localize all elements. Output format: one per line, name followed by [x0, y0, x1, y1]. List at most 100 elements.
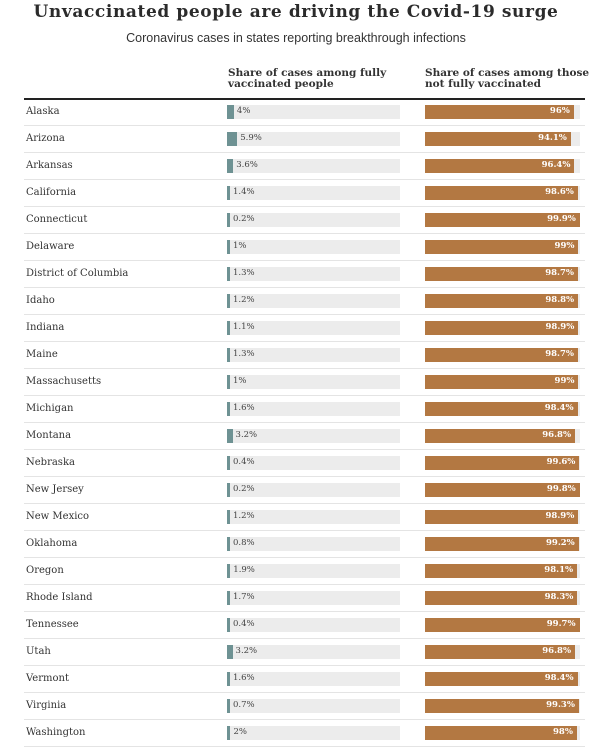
state-label: Delaware — [26, 241, 75, 252]
unvaccinated-bar — [425, 537, 579, 551]
vaccinated-bar — [227, 213, 230, 227]
table-row: Arizona 5.9% 94.1% — [24, 126, 585, 153]
vaccinated-track: 1.9% — [227, 564, 400, 578]
unvaccinated-bar — [425, 564, 578, 578]
unvaccinated-value-label: 98.9% — [545, 322, 575, 332]
vaccinated-track: 3.2% — [227, 645, 400, 659]
vaccinated-bar — [227, 105, 234, 119]
unvaccinated-value-label: 98% — [553, 727, 573, 737]
unvaccinated-bar — [425, 456, 580, 470]
vaccinated-bar — [227, 267, 230, 281]
unvaccinated-value-label: 98.1% — [544, 565, 574, 575]
table-row: California 1.4% 98.6% — [24, 180, 585, 207]
vaccinated-track: 5.9% — [227, 132, 400, 146]
unvaccinated-track: 98.6% — [425, 186, 580, 200]
vaccinated-track: 1.3% — [227, 267, 400, 281]
table-row: Delaware 1% 99% — [24, 234, 585, 261]
vaccinated-track: 0.4% — [227, 456, 400, 470]
vaccinated-value-label: 1.1% — [233, 322, 255, 332]
table-row: District of Columbia 1.3% 98.7% — [24, 261, 585, 288]
unvaccinated-bar — [425, 348, 578, 362]
chart-subtitle: Coronavirus cases in states reporting br… — [126, 31, 466, 45]
unvaccinated-track: 99.8% — [425, 483, 580, 497]
unvaccinated-track: 99.9% — [425, 213, 580, 227]
unvaccinated-bar — [425, 159, 575, 173]
unvaccinated-track: 99.2% — [425, 537, 580, 551]
unvaccinated-bar — [425, 429, 576, 443]
vaccinated-bar — [227, 429, 233, 443]
vaccinated-track: 1.6% — [227, 672, 400, 686]
unvaccinated-track: 98.7% — [425, 348, 580, 362]
state-label: Oklahoma — [26, 538, 78, 549]
unvaccinated-value-label: 98.7% — [545, 268, 574, 278]
table-row: Montana 3.2% 96.8% — [24, 423, 585, 450]
column-header-vaccinated: Share of cases among fully vaccinated pe… — [228, 67, 387, 90]
unvaccinated-track: 96.8% — [425, 429, 580, 443]
unvaccinated-value-label: 98.3% — [544, 592, 574, 602]
unvaccinated-track: 99.6% — [425, 456, 580, 470]
vaccinated-track: 0.2% — [227, 483, 400, 497]
state-label: Michigan — [26, 403, 74, 414]
unvaccinated-bar — [425, 483, 580, 497]
unvaccinated-track: 98.7% — [425, 267, 580, 281]
vaccinated-track: 3.2% — [227, 429, 400, 443]
vaccinated-track: 1.6% — [227, 402, 400, 416]
vaccinated-bar — [227, 321, 230, 335]
state-label: Nebraska — [26, 457, 75, 468]
state-label: California — [26, 187, 77, 198]
table-row: Connecticut 0.2% 99.9% — [24, 207, 585, 234]
unvaccinated-track: 98.1% — [425, 564, 580, 578]
table-row: Oklahoma 0.8% 99.2% — [24, 531, 585, 558]
unvaccinated-track: 98.9% — [425, 510, 580, 524]
table-row: Tennessee 0.4% 99.7% — [24, 612, 585, 639]
state-label: Idaho — [26, 295, 55, 306]
vaccinated-value-label: 1.6% — [233, 403, 255, 413]
unvaccinated-value-label: 99.8% — [546, 484, 576, 494]
state-label: District of Columbia — [26, 268, 129, 279]
unvaccinated-bar — [425, 105, 574, 119]
state-label: Rhode Island — [26, 592, 93, 603]
state-label: Oregon — [26, 565, 64, 576]
table-row: Utah 3.2% 96.8% — [24, 639, 585, 666]
table-row: Maine 1.3% 98.7% — [24, 342, 585, 369]
unvaccinated-value-label: 96% — [549, 106, 570, 116]
vaccinated-track: 1.1% — [227, 321, 400, 335]
table-row: Arkansas 3.6% 96.4% — [24, 153, 585, 180]
vaccinated-bar — [227, 672, 230, 686]
unvaccinated-bar — [425, 267, 578, 281]
table-row: Idaho 1.2% 98.8% — [24, 288, 585, 315]
table-row: Rhode Island 1.7% 98.3% — [24, 585, 585, 612]
vaccinated-track: 1.4% — [227, 186, 400, 200]
vaccinated-bar — [227, 699, 230, 713]
unvaccinated-track: 99% — [425, 375, 580, 389]
vaccinated-value-label: 1.4% — [233, 187, 255, 197]
vaccinated-bar — [227, 618, 230, 632]
vaccinated-value-label: 1% — [233, 376, 247, 386]
vaccinated-value-label: 1.3% — [233, 349, 255, 359]
vaccinated-value-label: 0.8% — [233, 538, 255, 548]
vaccinated-track: 1.7% — [227, 591, 400, 605]
state-label: Washington — [26, 727, 86, 738]
vaccinated-bar — [227, 591, 230, 605]
vaccinated-bar — [227, 645, 233, 659]
table-row: Washington 2% 98% — [24, 720, 585, 747]
unvaccinated-value-label: 94.1% — [538, 133, 567, 143]
unvaccinated-value-label: 98.7% — [545, 349, 574, 359]
state-label: Alaska — [26, 106, 60, 117]
unvaccinated-bar — [425, 375, 579, 389]
vaccinated-value-label: 1.7% — [233, 592, 255, 602]
vaccinated-bar — [227, 456, 230, 470]
vaccinated-track: 0.2% — [227, 213, 400, 227]
state-label: Arizona — [26, 133, 65, 144]
unvaccinated-value-label: 99.3% — [546, 700, 575, 710]
unvaccinated-value-label: 96.4% — [541, 160, 571, 170]
unvaccinated-track: 96.8% — [425, 645, 580, 659]
column-header-unvaccinated: Share of cases among those not fully vac… — [425, 67, 590, 90]
vaccinated-value-label: 0.2% — [233, 214, 255, 224]
unvaccinated-value-label: 99.2% — [545, 538, 575, 548]
state-label: New Jersey — [26, 484, 84, 495]
unvaccinated-track: 98% — [425, 726, 580, 740]
vaccinated-value-label: 3.2% — [235, 646, 258, 656]
unvaccinated-track: 96.4% — [425, 159, 580, 173]
unvaccinated-value-label: 96.8% — [542, 646, 572, 656]
